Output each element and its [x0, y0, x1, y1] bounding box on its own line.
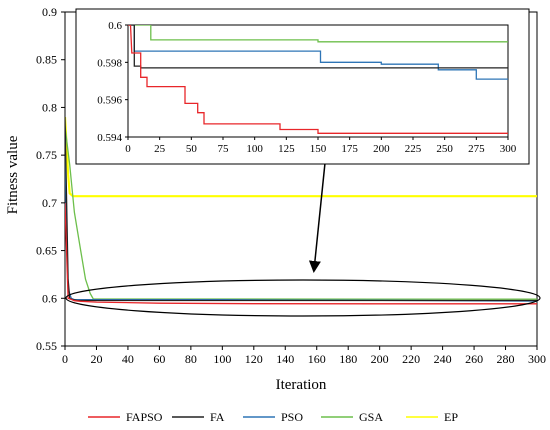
legend-label-fapso: FAPSO — [126, 410, 163, 424]
legend-label-pso: PSO — [281, 410, 303, 424]
inset-x-tick-label: 275 — [468, 143, 485, 155]
inset-outer-frame — [75, 8, 530, 165]
inset-x-tick-label: 0 — [125, 143, 131, 155]
highlight-ellipse — [65, 279, 541, 317]
inset-series-line-fa — [128, 25, 508, 69]
y-tick-label: 0.6 — [42, 291, 57, 305]
legend: FAPSO FA PSO GSA EP — [88, 410, 458, 424]
inset-axis-ticks: 0 25 50 75 100 125 150 175 200 225 250 275 300 0.594 0… — [97, 20, 517, 155]
series-line-ep — [65, 116, 537, 198]
x-tick-label: 60 — [153, 352, 165, 366]
y-tick-label: 0.55 — [36, 339, 57, 353]
legend-label-fa: FA — [210, 410, 225, 424]
x-tick-label: 40 — [122, 352, 134, 366]
inset-x-tick-label: 250 — [436, 143, 453, 155]
x-tick-label: 200 — [371, 352, 389, 366]
y-tick-label: 0.9 — [42, 5, 57, 19]
inset-y-tick-label: 0.594 — [97, 132, 122, 144]
x-tick-label: 120 — [245, 352, 263, 366]
series-line-fapso — [65, 202, 537, 305]
zoom-arrow — [308, 162, 326, 273]
inset-x-tick-label: 25 — [154, 143, 166, 155]
inset-series-lines — [128, 25, 508, 134]
x-tick-label: 160 — [308, 352, 326, 366]
inset-y-tick-label: 0.6 — [108, 20, 122, 32]
series-line-gsa — [65, 126, 537, 300]
inset-x-tick-label: 50 — [186, 143, 198, 155]
inset-x-tick-label: 175 — [341, 143, 358, 155]
x-tick-label: 20 — [90, 352, 102, 366]
y-tick-label: 0.65 — [36, 244, 57, 258]
x-tick-label: 260 — [465, 352, 483, 366]
inset-series-line-gsa — [128, 25, 508, 43]
inset-x-tick-label: 125 — [278, 143, 295, 155]
inset-x-tick-label: 75 — [218, 143, 230, 155]
x-tick-label: 140 — [276, 352, 294, 366]
inset-y-tick-label: 0.596 — [97, 95, 122, 107]
main-series-lines — [65, 116, 537, 305]
legend-label-gsa: GSA — [359, 410, 383, 424]
inset-x-tick-label: 225 — [405, 143, 422, 155]
y-tick-label: 0.75 — [36, 148, 57, 162]
y-tick-label: 0.7 — [42, 196, 57, 210]
inset-x-tick-label: 300 — [500, 143, 517, 155]
x-axis-title: Iteration — [276, 377, 327, 393]
x-tick-label: 80 — [185, 352, 197, 366]
inset-y-tick-label: 0.598 — [97, 57, 122, 69]
x-tick-label: 300 — [528, 352, 546, 366]
main-axis-ticks: 0 20 40 60 80 100 120 140 160 180 200 220 240 260 280 3… — [36, 5, 546, 366]
inset-x-tick-label: 100 — [246, 143, 263, 155]
x-tick-label: 180 — [339, 352, 357, 366]
inset-x-tick-label: 150 — [310, 143, 327, 155]
x-tick-label: 240 — [434, 352, 452, 366]
x-tick-label: 280 — [497, 352, 515, 366]
series-line-fa — [65, 116, 537, 302]
inset-x-tick-label: 200 — [373, 143, 390, 155]
legend-label-ep: EP — [444, 410, 458, 424]
y-tick-label: 0.85 — [36, 53, 57, 67]
x-tick-label: 100 — [213, 352, 231, 366]
inset-series-line-fapso — [128, 25, 508, 134]
x-tick-label: 0 — [62, 352, 68, 366]
y-tick-label: 0.8 — [42, 100, 57, 114]
y-axis-title: Fitness value — [5, 135, 21, 214]
x-tick-label: 220 — [402, 352, 420, 366]
